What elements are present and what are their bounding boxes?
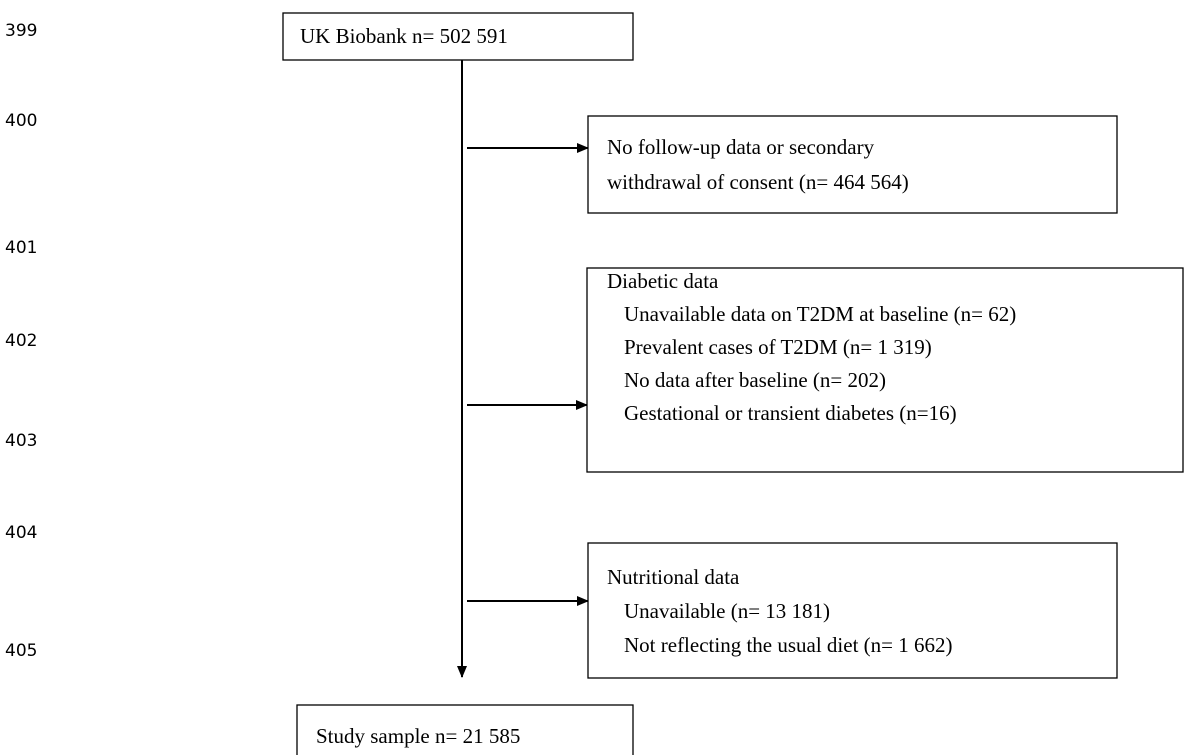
line-number: 401 [5,238,37,258]
box-title: Nutritional data [607,565,740,589]
box [282,12,634,61]
box [296,704,634,755]
box-item: Gestational or transient diabetes (n=16) [624,401,957,425]
box-item: Unavailable (n= 13 181) [624,599,830,623]
box-item: Not reflecting the usual diet (n= 1 662) [624,633,953,657]
box [586,267,1184,473]
line-number: 404 [5,523,37,543]
box-item: No data after baseline (n= 202) [624,368,886,392]
line-number: 405 [5,641,37,661]
box-text: UK Biobank n= 502 591 [300,24,508,48]
line-number: 403 [5,431,37,451]
line-number: 399 [5,21,37,41]
line-number: 400 [5,111,37,131]
box [587,542,1118,679]
box-item: Prevalent cases of T2DM (n= 1 319) [624,335,932,359]
line-number: 402 [5,331,37,351]
box-text: No follow-up data or secondary [607,135,875,159]
box-item: Unavailable data on T2DM at baseline (n=… [624,302,1016,326]
box [587,115,1118,214]
box-text: withdrawal of consent (n= 464 564) [607,170,909,194]
box-title: Diabetic data [607,269,719,293]
box-text: Study sample n= 21 585 [316,724,520,748]
